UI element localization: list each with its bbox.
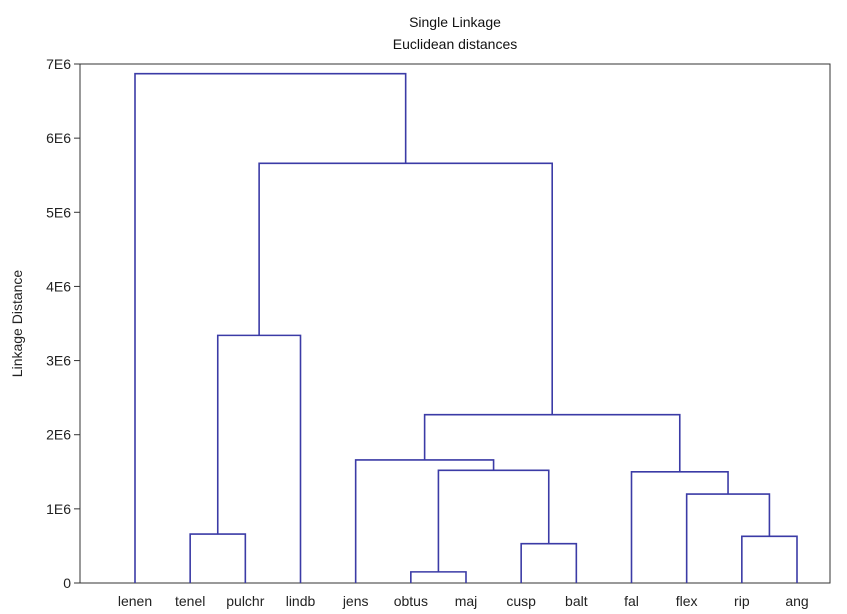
y-tick-label: 6E6 bbox=[46, 130, 71, 146]
y-tick-label: 3E6 bbox=[46, 353, 71, 369]
y-tick-label: 0 bbox=[63, 575, 71, 591]
leaf-label: lindb bbox=[286, 593, 316, 609]
dendrogram-link bbox=[258, 162, 553, 415]
y-tick-label: 1E6 bbox=[46, 501, 71, 517]
y-axis: 0 1E6 2E6 3E6 4E6 5E6 6E6 7E6 bbox=[46, 56, 80, 591]
x-axis-leaf-labels: lenen tenel pulchr lindb jens obtus maj cusp bal… bbox=[118, 593, 809, 609]
leaf-label: obtus bbox=[394, 593, 428, 609]
dendrogram-link bbox=[410, 571, 467, 583]
y-tick-label: 5E6 bbox=[46, 204, 71, 220]
dendrogram-link bbox=[189, 533, 247, 583]
dendrogram-link bbox=[437, 469, 550, 572]
leaf-label: balt bbox=[565, 593, 588, 609]
dendrogram-links bbox=[134, 72, 798, 583]
dendrogram-link bbox=[741, 535, 798, 583]
dendrogram-link bbox=[520, 542, 578, 583]
dendrogram-link bbox=[134, 72, 407, 583]
leaf-label: tenel bbox=[175, 593, 205, 609]
leaf-label: cusp bbox=[506, 593, 536, 609]
leaf-label: ang bbox=[785, 593, 808, 609]
chart-title: Single Linkage bbox=[409, 14, 501, 30]
y-tick-label: 7E6 bbox=[46, 56, 71, 72]
dendrogram-link bbox=[216, 334, 302, 583]
leaf-label: pulchr bbox=[226, 593, 264, 609]
dendrogram-link bbox=[630, 470, 729, 583]
leaf-label: jens bbox=[342, 593, 369, 609]
chart-subtitle: Euclidean distances bbox=[392, 36, 518, 52]
dendrogram-link bbox=[423, 413, 681, 472]
y-tick-label: 2E6 bbox=[46, 427, 71, 443]
plot-frame bbox=[79, 63, 831, 584]
leaf-label: fal bbox=[624, 593, 639, 609]
leaf-label: maj bbox=[455, 593, 478, 609]
dendrogram-link bbox=[354, 459, 495, 583]
y-tick-label: 4E6 bbox=[46, 278, 71, 294]
y-axis-label: Linkage Distance bbox=[9, 270, 25, 378]
dendrogram-link bbox=[685, 493, 771, 583]
leaf-label: rip bbox=[734, 593, 750, 609]
leaf-label: flex bbox=[676, 593, 698, 609]
leaf-label: lenen bbox=[118, 593, 152, 609]
